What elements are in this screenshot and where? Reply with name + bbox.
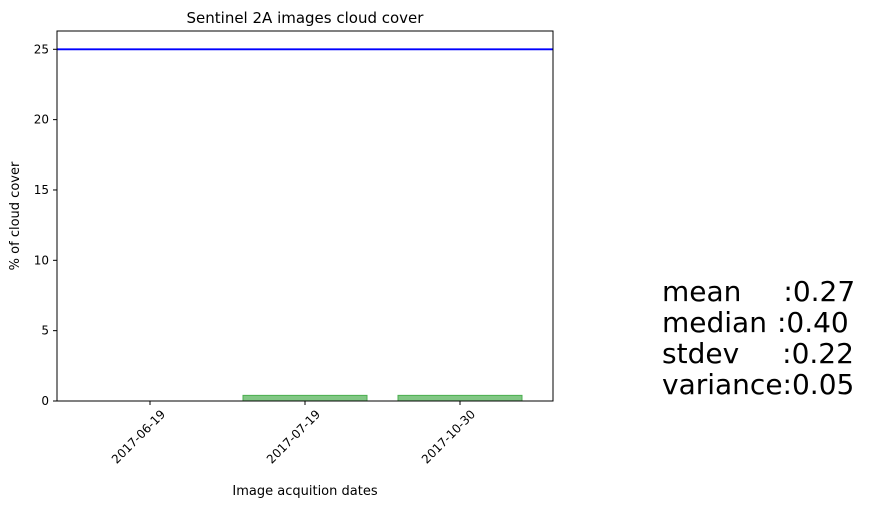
- y-tick-label: 25: [34, 42, 49, 56]
- y-tick-label: 15: [34, 183, 49, 197]
- chart-title: Sentinel 2A images cloud cover: [187, 9, 425, 27]
- stat-label: variance: [662, 368, 783, 401]
- stat-value: :0.40: [776, 306, 849, 339]
- stat-median: median :0.40: [662, 307, 855, 338]
- statistics-panel: mean :0.27 median :0.40 stdev :0.22 varianc…: [662, 276, 855, 400]
- x-tick-label: 2017-10-30: [419, 407, 478, 466]
- plot-area: 2017-06-19 2017-07-19 2017-10-30 0 5 10 15 20 25: [34, 30, 554, 466]
- stat-label: mean: [662, 275, 742, 308]
- y-axis-label: % of cloud cover: [8, 161, 23, 270]
- plot-frame: [56, 30, 554, 402]
- y-tick-label: 5: [41, 324, 49, 338]
- x-tick-label: 2017-06-19: [109, 407, 168, 466]
- x-tick-label: 2017-07-19: [264, 407, 323, 466]
- stat-value: :0.22: [782, 337, 854, 370]
- stat-mean: mean :0.27: [662, 276, 855, 307]
- stat-value: :0.27: [783, 275, 856, 308]
- stat-stdev: stdev :0.22: [662, 338, 855, 369]
- stat-label: stdev: [662, 337, 740, 370]
- bar: [242, 394, 368, 402]
- stat-label: median: [662, 306, 767, 339]
- y-tick-label: 10: [34, 253, 49, 267]
- stat-value: :0.05: [782, 368, 855, 401]
- y-tick-label: 20: [34, 113, 49, 127]
- y-tick-label: 0: [41, 394, 49, 408]
- stat-variance: variance:0.05: [662, 369, 855, 400]
- x-axis-label: Image acquition dates: [232, 484, 377, 499]
- bar: [397, 394, 523, 402]
